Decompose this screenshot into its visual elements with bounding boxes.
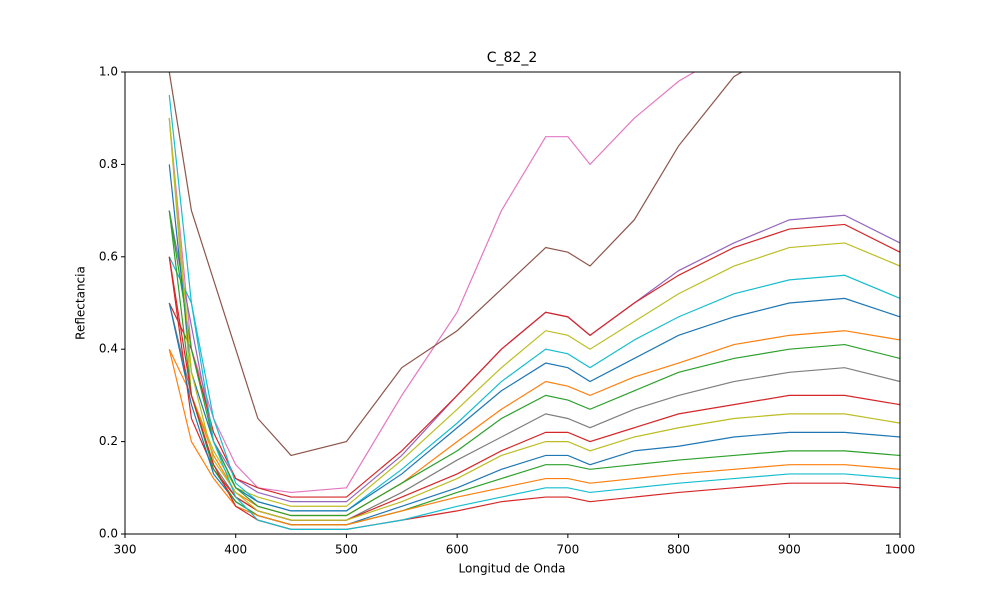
spectrum-line [168, 256, 900, 512]
x-tick-label: 800 [667, 543, 690, 557]
plot-frame [124, 71, 901, 535]
spectrum-line [168, 210, 900, 517]
plot-lines [168, 72, 900, 530]
spectrum-line [168, 210, 900, 526]
spectrum-line [168, 118, 900, 521]
y-tick-label: 0.8 [99, 157, 118, 171]
y-tick-label: 0.4 [99, 342, 118, 356]
spectrum-line [168, 256, 900, 530]
y-tick-label: 0.0 [99, 527, 118, 541]
y-axis-label: Reflectancia [74, 266, 88, 340]
x-tick-label: 300 [114, 543, 137, 557]
x-tick-label: 700 [556, 543, 579, 557]
y-tick-label: 0.6 [99, 249, 118, 263]
x-tick-label: 600 [446, 543, 469, 557]
spectrum-line [168, 95, 900, 530]
x-tick-label: 500 [335, 543, 358, 557]
spectrum-line [168, 72, 744, 457]
spectrum-line [168, 72, 696, 494]
x-tick-label: 1000 [885, 543, 916, 557]
x-tick-label: 900 [778, 543, 801, 557]
spectrum-line [168, 223, 900, 498]
y-tick-label: 1.0 [99, 65, 118, 79]
chart-title: C_82_2 [487, 50, 538, 66]
x-axis-label: Longitud de Onda [459, 562, 566, 576]
x-tick-label: 400 [224, 543, 247, 557]
y-tick-label: 0.2 [99, 434, 118, 448]
